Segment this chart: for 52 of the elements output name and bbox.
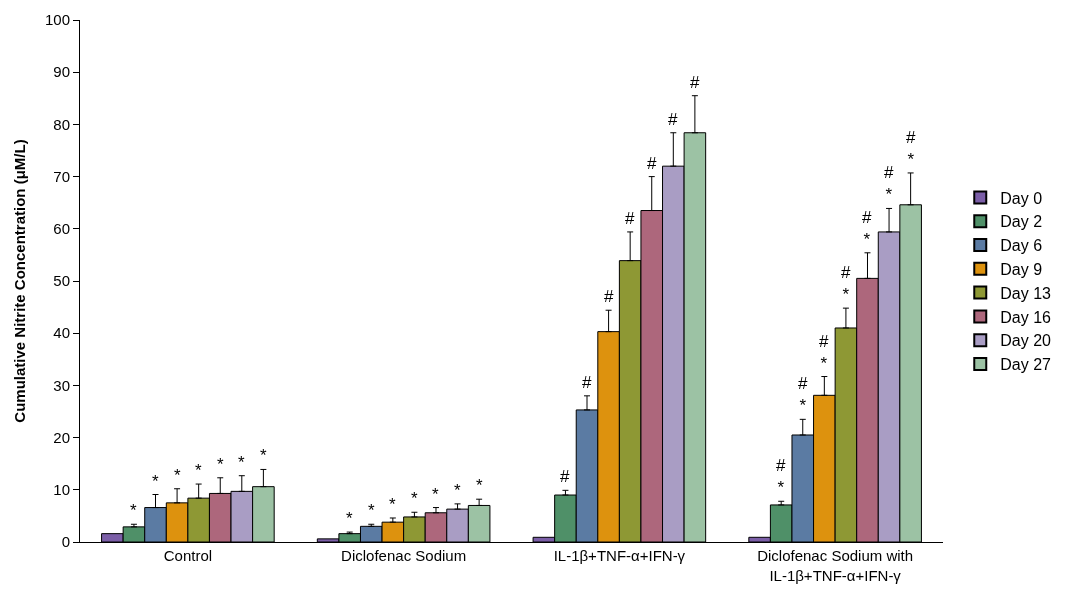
data-label: # bbox=[668, 110, 678, 129]
y-tick-label: 70 bbox=[53, 167, 70, 185]
data-label: * bbox=[432, 485, 439, 504]
y-tick-label: 60 bbox=[53, 220, 70, 238]
data-label: # * bbox=[819, 332, 829, 374]
data-label: * bbox=[152, 472, 159, 491]
data-label: # bbox=[582, 373, 592, 392]
data-label: # * bbox=[906, 128, 916, 170]
data-label: * bbox=[238, 453, 245, 472]
legend-label: Day 2 bbox=[1000, 213, 1043, 231]
legend-label: Day 20 bbox=[1000, 332, 1052, 350]
data-label: # * bbox=[776, 456, 786, 498]
data-label: # bbox=[625, 209, 635, 228]
data-label: # bbox=[647, 154, 657, 173]
data-label: # * bbox=[862, 208, 872, 250]
y-tick-label: 30 bbox=[53, 376, 70, 394]
legend-label: Day 6 bbox=[1000, 237, 1043, 255]
data-label: * bbox=[368, 501, 375, 520]
y-tick-label: 50 bbox=[53, 272, 70, 290]
y-tick-label: 80 bbox=[53, 115, 70, 133]
legend-label: Day 9 bbox=[1000, 261, 1043, 279]
data-label: # * bbox=[841, 263, 851, 305]
y-tick-label: 100 bbox=[44, 11, 70, 29]
data-label: * bbox=[411, 489, 418, 508]
x-tick-label: Diclofenac Sodium bbox=[341, 547, 467, 564]
y-axis-title: Cumulative Nitrite Concentration (μM/L) bbox=[11, 139, 29, 423]
y-tick-label: 0 bbox=[61, 533, 70, 551]
data-label: # bbox=[560, 467, 570, 486]
data-label: * bbox=[454, 481, 461, 500]
data-label: * bbox=[195, 461, 202, 480]
legend-label: Day 0 bbox=[1000, 189, 1043, 207]
legend-label: Day 16 bbox=[1000, 308, 1052, 326]
data-label: * bbox=[346, 509, 353, 528]
data-label: # * bbox=[884, 163, 894, 205]
x-tick-label: Control bbox=[163, 547, 213, 564]
y-tick-label: 90 bbox=[53, 63, 70, 81]
data-label: # * bbox=[798, 374, 808, 416]
y-tick-label: 40 bbox=[53, 324, 70, 342]
legend-label: Day 13 bbox=[1000, 284, 1052, 302]
x-tick-label: IL-1β+TNF-α+IFN-γ bbox=[553, 547, 686, 564]
data-label: * bbox=[174, 466, 181, 485]
data-label: * bbox=[389, 495, 396, 514]
data-label: * bbox=[130, 501, 137, 520]
legend-label: Day 27 bbox=[1000, 356, 1052, 374]
x-tick-label: Diclofenac Sodium with IL-1β+TNF-α+IFN-γ bbox=[757, 547, 914, 584]
y-tick-label: 10 bbox=[53, 481, 70, 499]
data-label: * bbox=[217, 455, 224, 474]
data-label: # bbox=[604, 287, 614, 306]
data-label: * bbox=[476, 476, 483, 495]
data-label: * bbox=[260, 446, 267, 465]
data-label: # bbox=[690, 73, 700, 92]
y-tick-label: 20 bbox=[53, 428, 70, 446]
